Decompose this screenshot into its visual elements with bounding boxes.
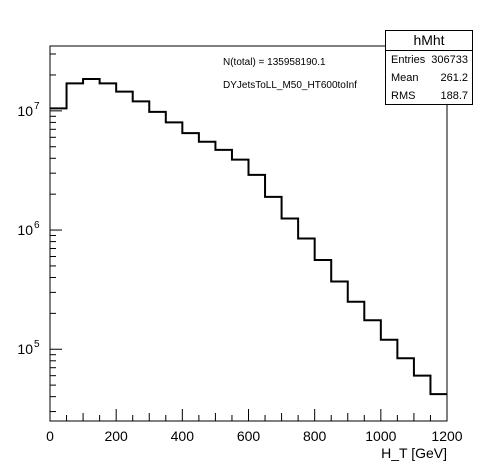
y-tick-label: 10 <box>17 103 33 119</box>
y-tick-label: 10 <box>17 341 33 357</box>
x-tick-label: 1000 <box>365 428 396 444</box>
annotation-total: N(total) = 135958190.1 <box>223 57 326 68</box>
x-tick-label: 200 <box>104 428 128 444</box>
stats-value: 261.2 <box>440 72 468 84</box>
stats-row-mean: Mean 261.2 <box>386 69 472 87</box>
stats-value: 188.7 <box>440 90 468 102</box>
y-tick-exponent: 5 <box>34 339 40 350</box>
x-axis-label: H_T [GeV] <box>381 445 447 461</box>
stats-value: 306733 <box>431 54 468 66</box>
x-tick-label: 1200 <box>431 428 462 444</box>
x-tick-label: 400 <box>171 428 195 444</box>
stats-row-entries: Entries 306733 <box>386 51 472 69</box>
y-tick-exponent: 7 <box>34 101 40 112</box>
x-tick-label: 0 <box>46 428 54 444</box>
histogram-series <box>50 78 447 396</box>
stats-row-rms: RMS 188.7 <box>386 87 472 105</box>
stats-box: hMht Entries 306733 Mean 261.2 RMS 188.7 <box>385 30 473 105</box>
x-axis: 0 200 400 600 800 1000 1200 <box>46 409 463 444</box>
annotation-dataset: DYJetsToLL_M50_HT600toInf <box>223 80 357 91</box>
y-tick-label: 10 <box>17 222 33 238</box>
stats-title: hMht <box>386 31 472 51</box>
x-tick-label: 800 <box>303 428 327 444</box>
y-tick-exponent: 6 <box>34 220 40 231</box>
x-tick-label: 600 <box>237 428 261 444</box>
stats-label: Mean <box>391 72 419 84</box>
stats-label: Entries <box>391 54 426 66</box>
stats-label: RMS <box>391 90 416 102</box>
